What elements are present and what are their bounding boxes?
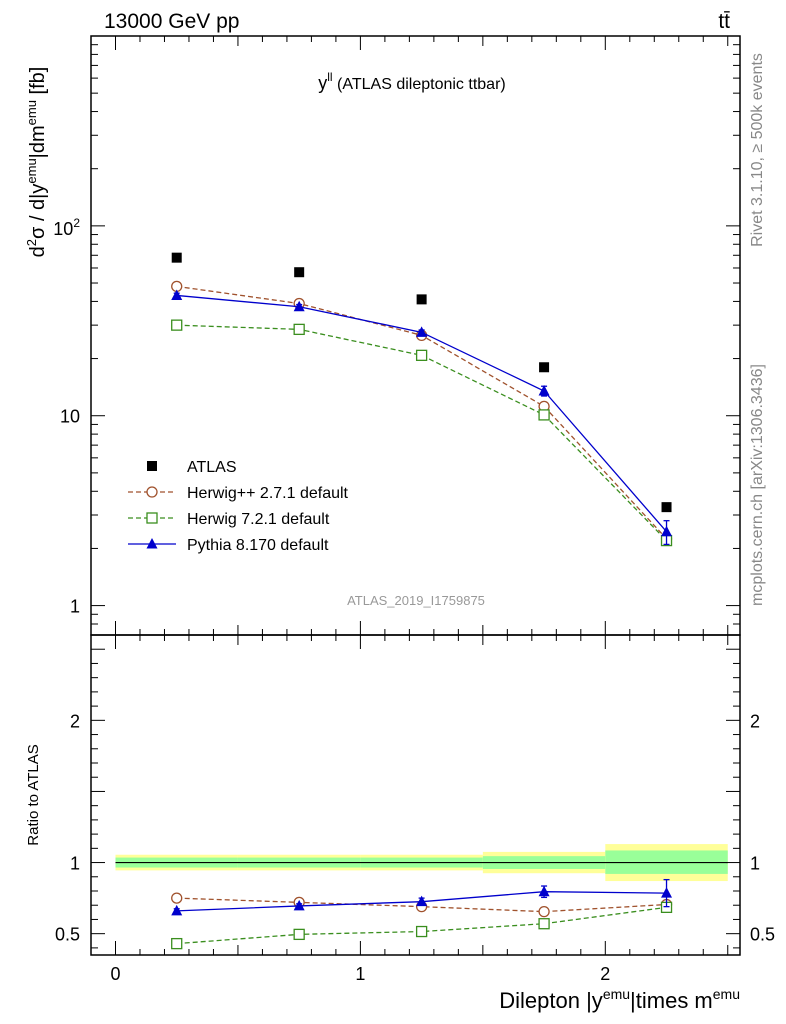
ratio-point-herwig-2-7-1-default (171, 892, 183, 904)
main-y-tick-label: 10 (60, 407, 80, 427)
legend-label-herwig-7-2-1-default: Herwig 7.2.1 default (187, 511, 330, 528)
main-marks (171, 252, 673, 547)
main-line-herwig-7-2-1-default (176, 324, 667, 542)
legend-marker-pythia-8-170-default (146, 538, 158, 549)
ratio-y-axis-label: Ratio to ATLAS (25, 744, 42, 845)
mcplots-label: mcplots.cern.ch [arXiv:1306.3436] (749, 364, 766, 606)
ratio-line-herwig-7-2-1-default (176, 906, 667, 945)
ratio-point-pythia-8-170-default (171, 904, 183, 916)
main-point-atlas (294, 267, 305, 278)
ratio-point-herwig-7-2-1-default (171, 937, 183, 950)
legend-marker-atlas (147, 461, 157, 471)
ratio-y-tick-label: 0.5 (55, 925, 80, 945)
main-y-axis-label: d2σ / d|yemu|dmemu [fb] (24, 67, 49, 258)
main-point-pythia-8-170-default (661, 525, 673, 537)
main-y-tick-label: 102 (53, 216, 80, 239)
legend-marker-herwig-2-7-1-default (146, 486, 158, 498)
plot-title-sup: ll (327, 70, 332, 84)
main-point-atlas (661, 502, 672, 513)
ratio-y-tick-label-right: 2 (750, 711, 760, 731)
main-point-pythia-8-170-default (171, 289, 183, 300)
main-y-tick-label: 1 (70, 597, 80, 617)
rivet-version-label: Rivet 3.1.10, ≥ 500k events (749, 53, 766, 247)
main-point-herwig-7-2-1-default (293, 323, 305, 336)
ratio-point-herwig-2-7-1-default (538, 905, 550, 918)
ratio-y-tick-label: 2 (70, 711, 80, 731)
main-point-pythia-8-170-default (538, 384, 550, 396)
legend: ATLAS Herwig++ 2.7.1 default Herwig 7.2.1 … (128, 459, 349, 554)
plot-title: yll (ATLAS dileptonic ttbar) (318, 70, 505, 93)
analysis-label: ATLAS_2019_I1759875 (347, 593, 485, 608)
legend-marker-herwig-7-2-1-default (146, 512, 158, 524)
ratio-point-pythia-8-170-default (661, 887, 673, 898)
plot-title-main: y (318, 73, 327, 93)
ratio-point-herwig-7-2-1-default (538, 918, 550, 930)
ratio-y-tick-label-right: 0.5 (750, 925, 775, 945)
main-point-atlas (416, 294, 427, 305)
plot-title-rest: (ATLAS dileptonic ttbar) (333, 76, 506, 93)
main-point-atlas (171, 252, 182, 263)
ratio-point-pythia-8-170-default (416, 895, 428, 907)
ratio-point-herwig-7-2-1-default (293, 928, 305, 941)
ratio-point-pythia-8-170-default (293, 899, 305, 911)
x-axis-label: Dilepton |yemu|times memu (499, 986, 740, 1013)
legend-label-pythia-8-170-default: Pythia 8.170 default (187, 537, 329, 554)
x-tick-label: 0 (110, 964, 120, 984)
main-point-pythia-8-170-default (293, 300, 305, 312)
main-point-atlas (539, 362, 550, 373)
legend-label-herwig-2-7-1-default: Herwig++ 2.7.1 default (187, 485, 349, 502)
ratio-axes: 0.5 0.5 1 1 2 2 0 1 2 (55, 635, 775, 984)
main-plot-panel: 1 10 102 yll (ATLAS dileptonic ttbar) d2σ … (24, 35, 741, 636)
ratio-y-tick-label-right: 1 (750, 854, 760, 874)
energy-label: 13000 GeV pp (104, 10, 239, 33)
legend-label-atlas: ATLAS (187, 459, 237, 476)
ratio-line-herwig-2-7-1-default (176, 897, 667, 913)
ratio-uncertainty-bands (115, 844, 728, 882)
ratio-plot-panel: 0.5 0.5 1 1 2 2 0 1 2 Ratio to ATLAS Dilepton |y… (25, 634, 775, 1013)
ratio-plot-frame (90, 634, 741, 956)
main-point-herwig-7-2-1-default (538, 409, 550, 421)
main-point-pythia-8-170-default (416, 326, 428, 337)
ratio-marks (171, 878, 673, 950)
ratio-y-tick-label: 1 (70, 854, 80, 874)
x-tick-label: 2 (600, 964, 610, 984)
main-point-herwig-7-2-1-default (415, 349, 428, 361)
main-axes: 1 10 102 (53, 35, 740, 636)
process-label: tt̄ (718, 10, 730, 33)
main-point-herwig-7-2-1-default (171, 319, 183, 331)
ratio-point-herwig-7-2-1-default (415, 925, 428, 938)
ratio-point-pythia-8-170-default (538, 885, 550, 897)
x-tick-label: 1 (355, 964, 365, 984)
